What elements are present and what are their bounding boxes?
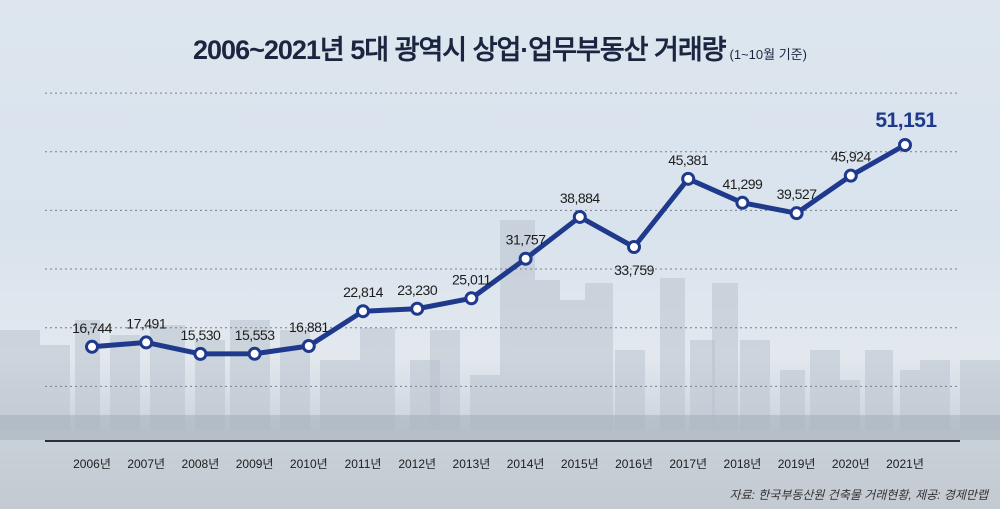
- building: [712, 283, 738, 430]
- title-text: 2006~2021년 5대 광역시 상업·업무부동산 거래량: [193, 35, 727, 65]
- x-tick-label: 2020년: [832, 457, 870, 471]
- data-label: 16,881: [289, 319, 330, 335]
- data-label: 15,530: [180, 327, 221, 343]
- building: [360, 328, 395, 430]
- x-tick-label: 2008년: [182, 457, 220, 471]
- data-point: [735, 195, 750, 210]
- building: [110, 335, 140, 430]
- data-label: 16,744: [72, 320, 113, 336]
- series-line: [91, 142, 907, 357]
- source-note: 자료: 한국부동산원 건축물 거래현황, 제공: 경제만랩: [729, 488, 988, 502]
- building: [535, 280, 560, 430]
- data-point: [572, 209, 587, 224]
- building: [0, 330, 40, 430]
- data-label: 15,553: [235, 327, 276, 343]
- data-label: 38,884: [560, 190, 601, 206]
- building: [560, 300, 585, 430]
- data-point: [627, 240, 641, 255]
- x-tick-label: 2018년: [724, 457, 762, 471]
- x-tick-label: 2007년: [127, 457, 165, 471]
- subtitle-text: (1~10월 기준): [729, 47, 807, 62]
- x-tick-label: 2021년: [886, 457, 924, 471]
- x-tick-label: 2017년: [669, 457, 707, 471]
- data-label: 25,011: [452, 271, 491, 287]
- data-label: 22,814: [343, 284, 384, 300]
- building: [75, 320, 100, 430]
- x-tick-label: 2009년: [236, 457, 274, 471]
- x-tick-label: 2011년: [345, 457, 382, 471]
- building: [230, 320, 270, 430]
- data-point: [410, 301, 425, 316]
- data-point: [193, 346, 208, 361]
- x-tick-label: 2015년: [561, 457, 599, 471]
- x-tick-label: 2016년: [615, 457, 653, 471]
- data-point: [464, 291, 479, 306]
- building: [430, 330, 460, 430]
- x-tick-label: 2014년: [507, 457, 545, 471]
- x-tick-label: 2013년: [453, 457, 491, 471]
- data-label: 41,299: [722, 176, 763, 192]
- data-label: 51,151: [875, 109, 937, 132]
- data-point: [789, 206, 804, 221]
- data-label: 33,759: [614, 262, 655, 278]
- building: [660, 278, 685, 430]
- data-point: [518, 251, 533, 266]
- data-point: [843, 168, 858, 183]
- building: [585, 283, 613, 430]
- x-tick-label: 2019년: [778, 457, 816, 471]
- x-tick-label: 2010년: [290, 457, 328, 471]
- data-point: [301, 338, 316, 353]
- data-label: 17,491: [126, 315, 167, 331]
- data-label: 23,230: [397, 282, 438, 298]
- data-point: [898, 138, 912, 152]
- data-point: [681, 171, 696, 186]
- data-point: [85, 339, 99, 354]
- data-label: 45,381: [668, 152, 709, 168]
- data-point: [139, 335, 154, 350]
- data-point: [356, 304, 370, 319]
- data-point: [247, 346, 262, 361]
- chart-title: 2006~2021년 5대 광역시 상업·업무부동산 거래량 (1~10월 기준): [0, 28, 1000, 67]
- x-tick-label: 2012년: [398, 457, 436, 471]
- data-label: 39,527: [777, 186, 818, 202]
- data-label: 31,757: [506, 232, 547, 248]
- data-label: 45,924: [831, 149, 872, 165]
- x-tick-label: 2006년: [73, 457, 111, 471]
- shoreline: [0, 415, 1000, 440]
